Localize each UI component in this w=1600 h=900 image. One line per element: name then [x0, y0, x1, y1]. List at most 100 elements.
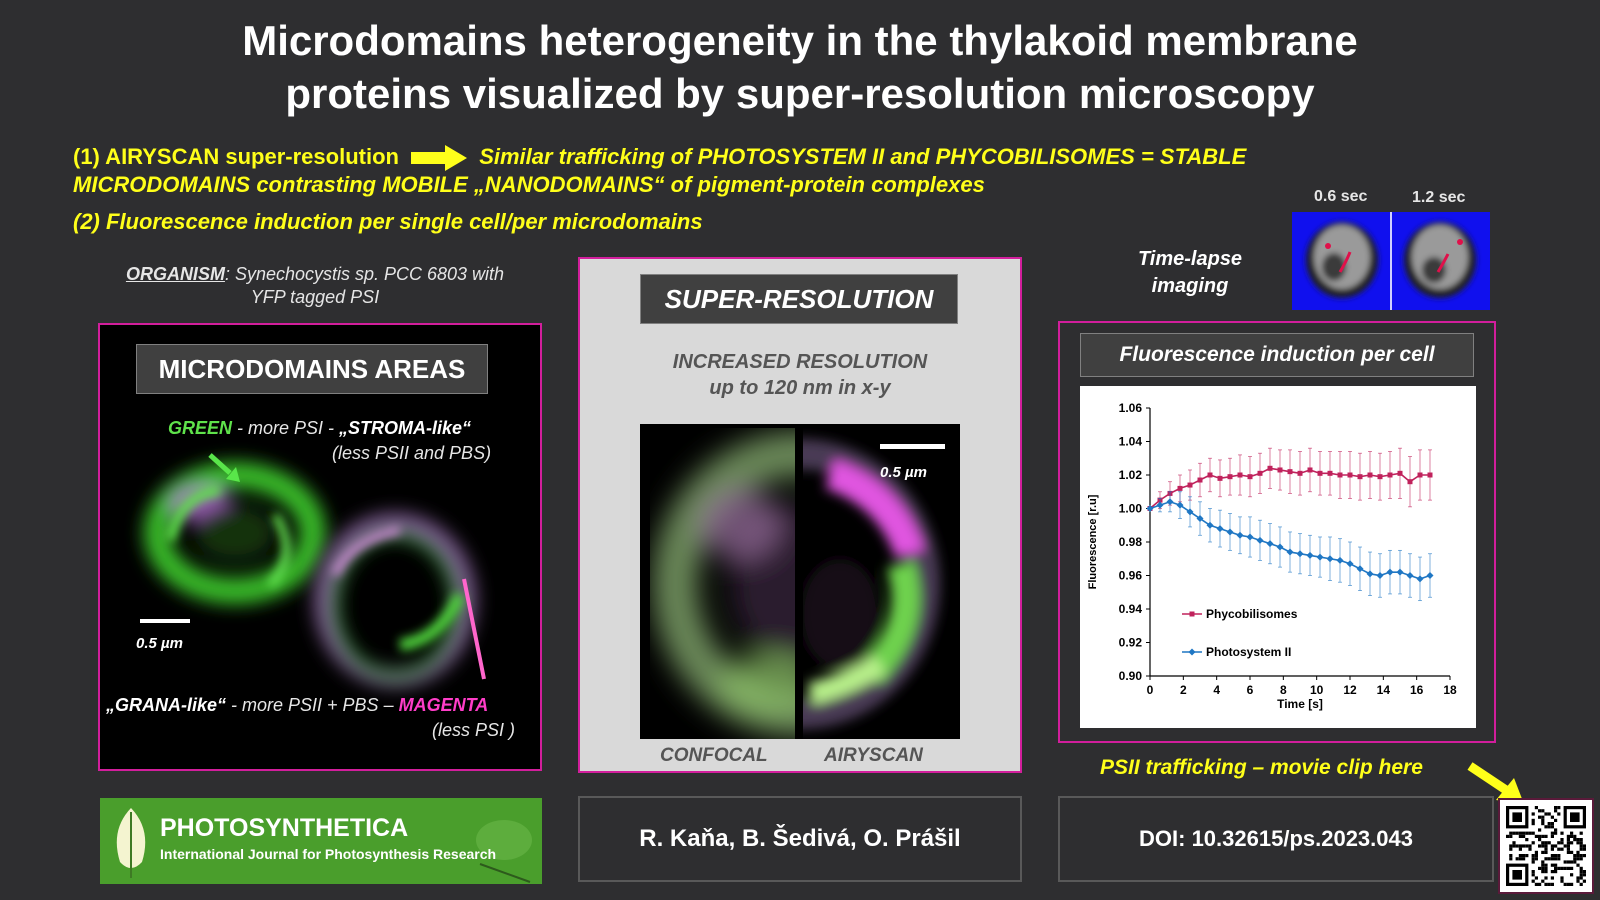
qr-module [1544, 863, 1548, 867]
qr-module [1573, 857, 1577, 861]
fluorescence-chart: 0.90 0.92 0.94 0.96 0.98 1.00 1.02 1.04 1.06 0 2 4 6… [1080, 386, 1476, 728]
qr-module [1525, 838, 1529, 842]
magenta-word: MAGENTA [398, 695, 489, 715]
grana-annotation: „GRANA-like“ - more PSII + PBS – MAGENTA [106, 695, 536, 716]
qr-module [1509, 844, 1513, 848]
qr-module [1515, 844, 1519, 848]
qr-module [1525, 831, 1529, 835]
qr-module [1554, 866, 1558, 870]
photosystem-ii-point [1296, 550, 1304, 558]
x-tick-label: 12 [1343, 683, 1357, 697]
qr-module [1544, 870, 1548, 874]
phycobilisomes-point [1287, 469, 1293, 475]
qr-module [1566, 834, 1570, 838]
qr-module [1518, 854, 1522, 858]
photosystem-ii-point [1356, 565, 1364, 573]
qr-module [1554, 870, 1558, 874]
qr-module [1544, 841, 1548, 845]
scale-label: 0.5 µm [136, 635, 183, 652]
qr-code[interactable] [1498, 798, 1594, 894]
qr-module [1531, 873, 1535, 877]
qr-module [1554, 863, 1558, 867]
qr-module [1579, 882, 1583, 886]
qr-module [1557, 847, 1561, 851]
qr-module [1525, 844, 1529, 848]
qr-module [1550, 822, 1554, 826]
point-2: (2) Fluorescence induction per single ce… [73, 209, 703, 234]
photosystem-ii-point [1416, 575, 1424, 583]
qr-module [1547, 841, 1551, 845]
photosystem-ii-point [1346, 560, 1354, 568]
phycobilisomes-point [1207, 472, 1213, 478]
photosystem-ii-point [1396, 568, 1404, 576]
qr-module [1557, 806, 1561, 810]
qr-module [1554, 828, 1558, 832]
title-line-1: Microdomains heterogeneity in the thylak… [242, 17, 1358, 64]
qr-module [1509, 854, 1513, 858]
qr-module [1547, 857, 1551, 861]
qr-module [1544, 882, 1548, 886]
green-text: - more PSI - [232, 418, 340, 438]
page-title: Microdomains heterogeneity in the thylak… [0, 14, 1600, 120]
qr-module [1531, 831, 1535, 835]
y-tick-label: 1.02 [1119, 468, 1143, 482]
qr-module [1541, 879, 1545, 883]
y-tick-label: 0.94 [1119, 602, 1143, 616]
magenta-sub: (less PSI ) [432, 720, 516, 740]
qr-module [1544, 825, 1548, 829]
microdomains-panel: MICRODOMAINS AREAS GREEN - more PSI - „S… [98, 323, 542, 771]
fluorescence-header: Fluorescence induction per cell [1080, 333, 1474, 377]
qr-module [1550, 863, 1554, 867]
qr-module [1509, 857, 1513, 861]
qr-module [1515, 857, 1519, 861]
phycobilisomes-point [1337, 472, 1343, 478]
qr-module [1579, 847, 1583, 851]
qr-module [1531, 841, 1535, 845]
qr-module [1579, 876, 1583, 880]
point-1-line-2: MICRODOMAINS contrasting MOBILE „NANODOM… [73, 172, 985, 197]
qr-module [1566, 850, 1570, 854]
photosystem-ii-point [1366, 570, 1374, 578]
green-arrow-icon [208, 453, 240, 482]
qr-module [1509, 831, 1513, 835]
qr-module [1560, 847, 1564, 851]
authors-box: R. Kaňa, B. Šedivá, O. Prášil [578, 796, 1022, 882]
confocal-caption: CONFOCAL [660, 745, 768, 766]
qr-module [1512, 841, 1516, 845]
qr-module [1563, 860, 1567, 864]
fluorescence-panel: Fluorescence induction per cell 0.90 0.92… [1058, 321, 1496, 743]
qr-module [1528, 831, 1532, 835]
qr-module [1566, 844, 1570, 848]
photosystem-ii-point [1386, 568, 1394, 576]
qr-module [1518, 844, 1522, 848]
qr-module [1550, 844, 1554, 848]
qr-module [1550, 870, 1554, 874]
qr-module [1566, 866, 1570, 870]
mid-scale-bar [880, 444, 945, 449]
qr-module [1528, 844, 1532, 848]
journal-name: PHOTOSYNTHETICA [160, 814, 409, 842]
qr-module [1534, 876, 1538, 880]
qr-module [1576, 876, 1580, 880]
qr-module [1509, 834, 1513, 838]
phycobilisomes-point [1327, 470, 1333, 476]
photosystem-ii-point [1176, 501, 1184, 509]
qr-module [1573, 854, 1577, 858]
phycobilisomes-point [1417, 472, 1423, 478]
qr-module [1560, 841, 1564, 845]
x-tick-label: 6 [1247, 683, 1254, 697]
qr-module [1582, 879, 1586, 883]
doi-box: DOI: 10.32615/ps.2023.043 [1058, 796, 1494, 882]
magenta-line [462, 578, 486, 680]
qr-module [1579, 844, 1583, 848]
qr-module [1582, 870, 1586, 874]
qr-module [1531, 818, 1535, 822]
photosystem-ii-point [1276, 543, 1284, 551]
photosystem-ii-point [1376, 572, 1384, 579]
photosystem-ii-point [1256, 536, 1264, 544]
photosystem-ii-point [1146, 505, 1154, 512]
qr-module [1541, 863, 1545, 867]
resolution-line-1: INCREASED RESOLUTION [672, 351, 928, 373]
qr-module [1541, 815, 1545, 819]
qr-module [1531, 854, 1535, 858]
